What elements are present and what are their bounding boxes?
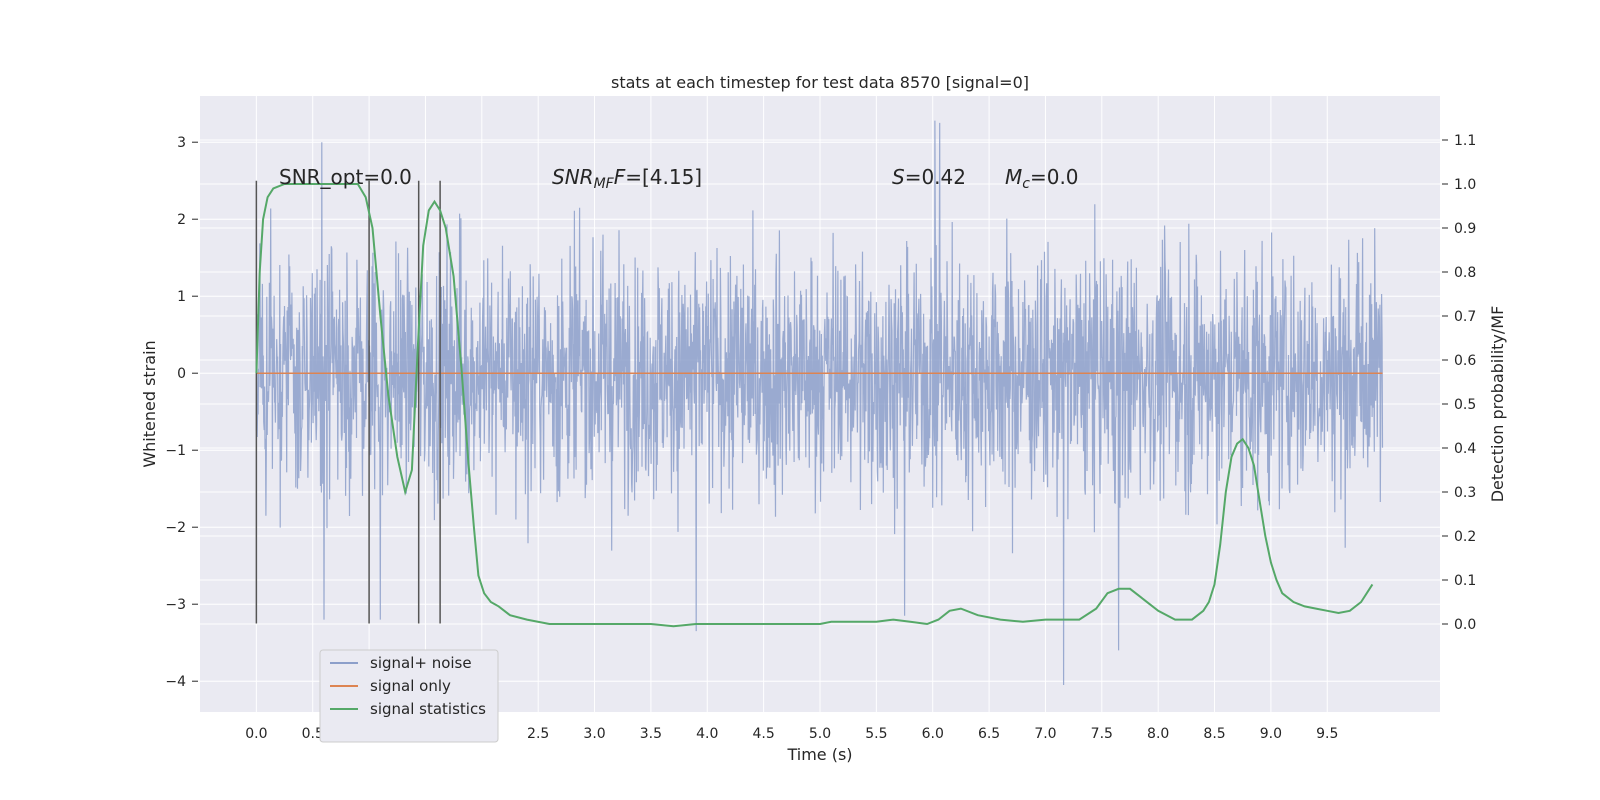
x-tick-label: 2.5 [527,726,549,742]
annotation-snr-mf: SNRMFF=[4.15] [552,165,702,192]
y-tick-label: 3 [177,135,186,151]
y-axis-label: Whitened strain [140,340,159,467]
vertical-markers [255,180,441,624]
y-tick-label: 1 [177,289,186,305]
legend-label-signal-statistics: signal statistics [370,700,486,718]
series-signal-statistics [255,183,1374,628]
right-tick-label: 0.2 [1454,529,1476,545]
x-tick-label: 7.0 [1034,726,1056,742]
right-tick-label: 0.9 [1454,221,1476,237]
y-tick-label: −3 [165,597,186,613]
legend-label-signal-only: signal only [370,677,451,695]
y-tick-label: −2 [165,520,186,536]
x-axis-label: Time (s) [786,745,852,764]
right-tick-label: 0.1 [1454,573,1476,589]
y-tick-label: 0 [177,366,186,382]
signal-statistics-line [255,183,1374,628]
annotation-snr-opt: SNR_opt=0.0 [279,165,412,189]
x-tick-label: 7.5 [1091,726,1113,742]
x-tick-label: 9.5 [1316,726,1338,742]
legend-box [319,649,499,743]
annotation-mc: Mc=0.0 [1005,165,1079,192]
legend-label-signal-noise: signal+ noise [370,654,472,672]
x-tick-label: 5.0 [809,726,831,742]
right-tick-label: 1.1 [1454,133,1476,149]
x-tick-label: 9.0 [1260,726,1282,742]
legend: signal+ noise signal only signal statist… [319,649,499,743]
signal-noise-line [255,120,1384,686]
x-tick-label: 0.5 [302,726,324,742]
right-tick-label: 0.7 [1454,309,1476,325]
x-tick-label: 8.0 [1147,726,1169,742]
x-tick-label: 8.5 [1203,726,1225,742]
right-tick-label: 1.0 [1454,177,1476,193]
right-axis-label: Detection probability/MF [1488,306,1507,503]
right-tick-label: 0.5 [1454,397,1476,413]
chart-title: stats at each timestep for test data 857… [611,73,1029,92]
x-tick-label: 4.0 [696,726,718,742]
right-tick-label: 0.4 [1454,441,1476,457]
right-tick-label: 0.0 [1454,617,1476,633]
y-tick-label: −4 [165,674,186,690]
x-tick-label: 6.5 [978,726,1000,742]
x-tick-label: 4.5 [753,726,775,742]
annotation-s: S=0.42 [892,165,966,189]
x-tick-label: 3.5 [640,726,662,742]
x-tick-label: 0.0 [245,726,267,742]
right-tick-label: 0.3 [1454,485,1476,501]
right-axis-ticks: 0.0 0.1 0.2 0.3 0.4 0.5 0.6 0.7 0.8 0.9 1.0 1.1 [1442,133,1476,633]
right-tick-label: 0.6 [1454,353,1476,369]
right-tick-label: 0.8 [1454,265,1476,281]
x-tick-label: 6.0 [922,726,944,742]
x-tick-label: 3.0 [583,726,605,742]
x-tick-label: 5.5 [865,726,887,742]
y-tick-label: −1 [165,443,186,459]
y-tick-label: 2 [177,212,186,228]
y-axis-ticks: 3 2 1 0 −1 −2 −3 −4 [165,135,198,690]
series-signal-noise [255,120,1384,686]
